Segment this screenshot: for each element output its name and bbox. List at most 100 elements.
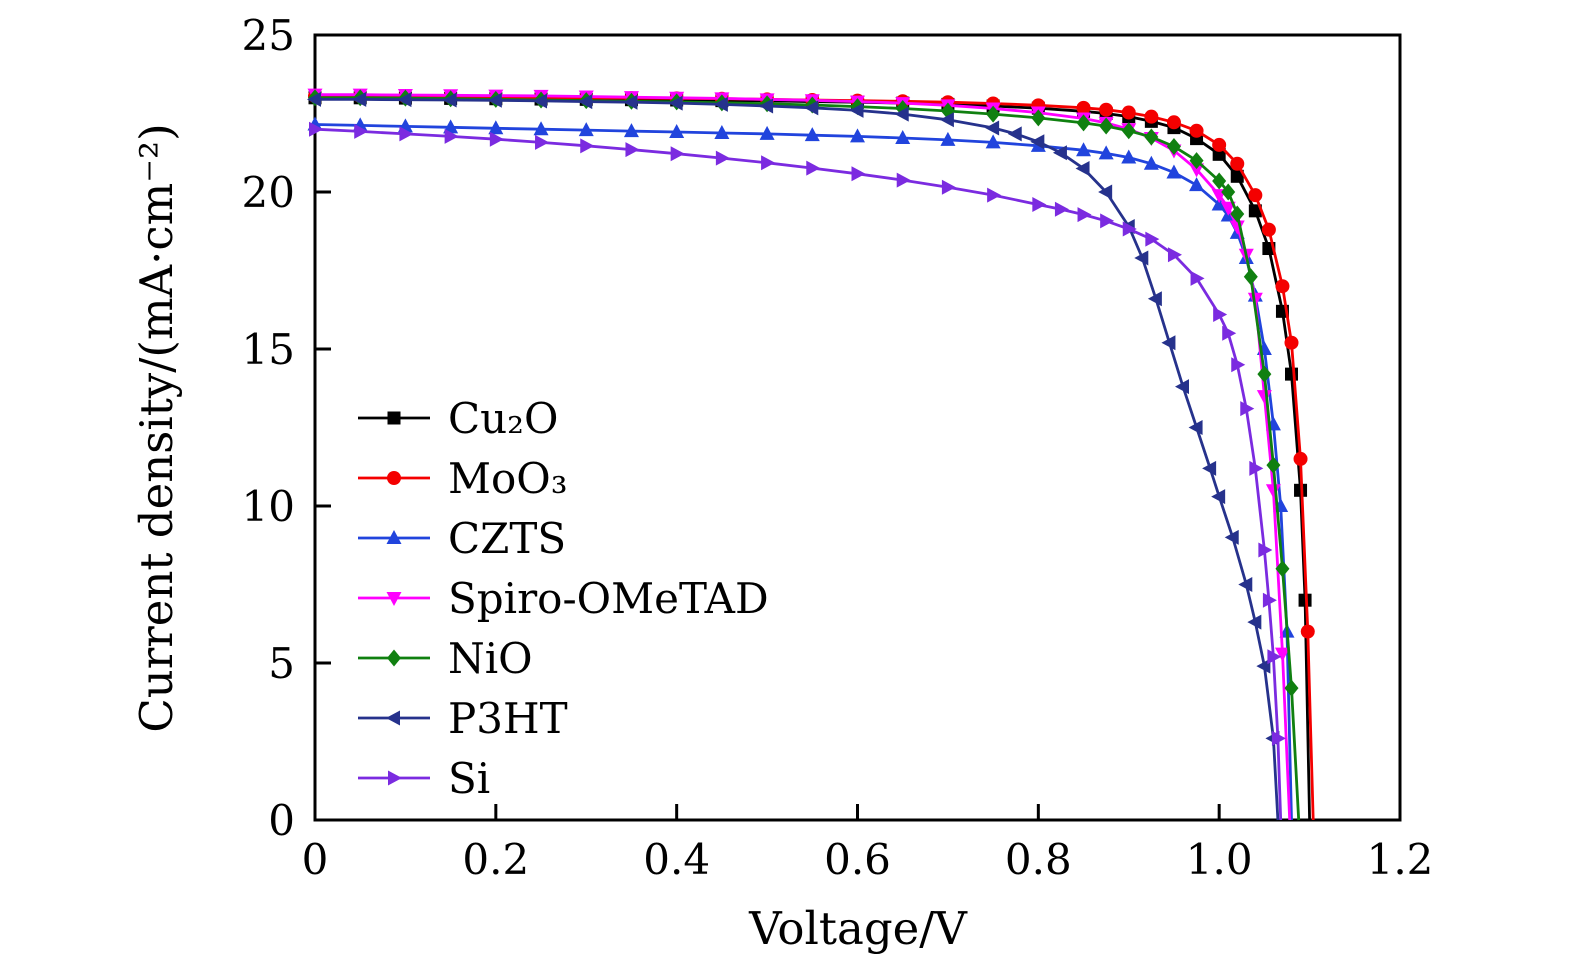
y-tick-label: 20 <box>242 168 295 217</box>
triangle-right-marker <box>1267 649 1282 665</box>
legend: Cu₂O MoO₃ CZTS Spiro-OMeTAD NiO P3HT Si <box>358 394 769 803</box>
y-tick-label: 25 <box>242 11 295 60</box>
triangle-left-marker <box>939 112 954 128</box>
legend-item-si: Si <box>358 754 490 803</box>
diamond-marker <box>986 105 1001 123</box>
triangle-up-marker <box>759 125 775 140</box>
triangle-up-marker <box>1211 196 1227 211</box>
circle-marker <box>1121 105 1136 120</box>
triangle-right-marker <box>1271 730 1286 746</box>
triangle-down-marker <box>386 592 402 606</box>
diamond-marker <box>1243 268 1258 286</box>
triangle-down-marker <box>1265 484 1281 499</box>
legend-label-nio: NiO <box>448 634 533 683</box>
triangle-left-marker <box>668 95 683 111</box>
triangle-up-marker <box>443 119 459 134</box>
diamond-marker <box>1166 137 1181 155</box>
triangle-left-marker <box>397 92 412 108</box>
triangle-left-marker <box>759 98 774 114</box>
triangle-right-marker <box>1240 401 1255 417</box>
triangle-right-marker <box>806 160 821 176</box>
triangle-up-marker <box>623 123 639 138</box>
diamond-marker <box>1099 117 1114 135</box>
diamond-marker <box>1284 679 1299 697</box>
triangle-right-marker <box>1249 460 1264 476</box>
triangle-right-marker <box>354 123 369 139</box>
triangle-right-marker <box>1213 306 1228 322</box>
triangle-left-marker <box>985 120 1000 136</box>
triangle-left-marker <box>1238 577 1253 592</box>
diamond-marker <box>1076 114 1091 132</box>
legend-label-moo: MoO₃ <box>448 454 568 503</box>
circle-marker <box>1144 109 1159 124</box>
legend-item-spiro-ometad: Spiro-OMeTAD <box>358 574 769 623</box>
triangle-up-marker <box>1166 164 1182 179</box>
triangle-down-marker <box>1256 390 1272 405</box>
triangle-left-marker <box>623 94 638 110</box>
triangle-left-marker <box>1256 658 1271 674</box>
series-p3ht <box>307 91 1280 821</box>
triangle-left-marker <box>1188 420 1203 435</box>
legend-label-cu-o: Cu₂O <box>448 394 558 443</box>
triangle-up-marker <box>1189 177 1205 192</box>
y-axis-title: Current density/(mA·cm⁻²) <box>130 123 183 732</box>
circle-marker <box>1212 137 1227 152</box>
circle-marker <box>1261 222 1276 237</box>
triangle-up-marker <box>578 122 594 137</box>
y-tick-label: 5 <box>268 639 295 688</box>
diamond-marker <box>1221 183 1236 201</box>
triangle-up-marker <box>533 121 549 136</box>
triangle-left-marker <box>1052 145 1067 161</box>
triangle-left-marker <box>386 710 400 726</box>
x-axis-title: Voltage/V <box>748 902 968 955</box>
triangle-right-marker <box>941 179 956 195</box>
triangle-right-marker <box>987 187 1002 203</box>
triangle-right-marker <box>625 142 640 158</box>
legend-label-spiro-ometad: Spiro-OMeTAD <box>448 574 769 623</box>
triangle-right-marker <box>670 146 685 162</box>
triangle-down-marker <box>1274 647 1290 662</box>
triangle-up-marker <box>488 120 504 135</box>
square-marker <box>1285 367 1298 381</box>
triangle-right-marker <box>399 126 414 142</box>
x-tick-label: 0.6 <box>824 835 891 884</box>
x-tick-label: 0.8 <box>1005 835 1072 884</box>
triangle-left-marker <box>1175 379 1189 395</box>
legend-item-p3ht: P3HT <box>358 694 568 743</box>
circle-marker <box>1275 279 1290 294</box>
series-line-si <box>314 127 1283 821</box>
triangle-up-marker <box>804 127 820 142</box>
triangle-down-marker <box>1189 163 1205 178</box>
legend-label-si: Si <box>448 754 490 803</box>
triangle-left-marker <box>533 93 548 109</box>
triangle-right-marker <box>1262 592 1277 608</box>
x-tick-label: 0 <box>302 835 329 884</box>
triangle-right-marker <box>1167 247 1182 263</box>
triangle-left-marker <box>1211 489 1226 505</box>
triangle-down-marker <box>1220 201 1236 216</box>
x-tick-label: 1.2 <box>1367 835 1434 884</box>
triangle-right-marker <box>1032 197 1047 213</box>
triangle-right-marker <box>1190 270 1205 286</box>
triangle-right-marker <box>715 150 730 166</box>
triangle-down-marker <box>1229 220 1245 235</box>
triangle-left-marker <box>307 91 321 107</box>
x-tick-label: 1.0 <box>1186 835 1253 884</box>
x-axis: 0 0.2 0.4 0.6 0.8 1.0 1.2 <box>302 804 1434 884</box>
triangle-left-marker <box>713 96 728 112</box>
triangle-right-marker <box>580 138 595 154</box>
triangle-right-marker <box>1054 201 1069 217</box>
diamond-marker <box>1257 365 1272 383</box>
diamond-marker <box>1144 128 1159 146</box>
triangle-right-marker <box>1122 221 1137 237</box>
triangle-left-marker <box>1247 614 1262 630</box>
triangle-left-marker <box>804 100 819 116</box>
legend-item-moo: MoO₃ <box>358 454 568 503</box>
y-axis: 0 5 10 15 20 25 <box>242 11 331 845</box>
y-tick-label: 10 <box>242 482 295 531</box>
circle-marker <box>1189 123 1204 138</box>
legend-label-czts: CZTS <box>448 514 566 563</box>
triangle-up-marker <box>1143 155 1159 170</box>
y-tick-label: 0 <box>268 796 295 845</box>
